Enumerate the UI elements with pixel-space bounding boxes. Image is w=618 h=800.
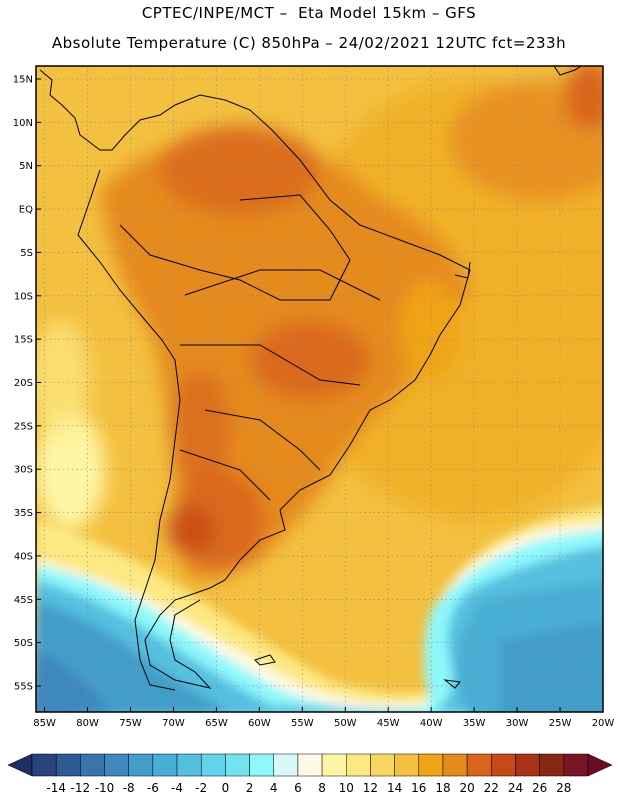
lat-tick-label: 35S: [14, 508, 33, 519]
lon-tick-label: 40W: [420, 718, 443, 729]
colorbar-label: 14: [387, 781, 402, 795]
lat-tick-label: 5S: [20, 248, 33, 259]
lon-tick-label: 20W: [592, 718, 615, 729]
colorbar-swatch: [394, 753, 420, 777]
lon-tick-label: 65W: [205, 718, 228, 729]
colorbar-label: 2: [246, 781, 254, 795]
colorbar-label: 0: [222, 781, 230, 795]
colorbar-swatch: [225, 753, 250, 777]
colorbar-swatch: [200, 753, 226, 777]
colorbar-label: 26: [532, 781, 547, 795]
colorbar-label: -6: [147, 781, 159, 795]
colorbar: -14 -12 -10 -8 -6 -4 -2 0 2 4 6 8 10 12 14 16 18 20 22 24 26…: [7, 753, 613, 795]
lat-tick-label: 30S: [14, 465, 33, 476]
lat-tick-label: 40S: [14, 551, 33, 562]
colorbar-swatch: [418, 753, 444, 777]
colorbar-labels: -14 -12 -10 -8 -6 -4 -2 0 2 4 6 8 10 12 14 16 18 20 22 24 26…: [46, 781, 571, 795]
lon-tick-label: 35W: [463, 718, 486, 729]
colorbar-swatch: [491, 753, 516, 777]
lon-tick-label: 75W: [119, 718, 142, 729]
colorbar-swatch: [273, 753, 299, 777]
lat-tick-label: 10S: [14, 291, 33, 302]
lon-tick-label: 55W: [291, 718, 314, 729]
lat-tick-label: 55S: [14, 681, 33, 692]
lat-tick-label: EQ: [19, 205, 33, 216]
lon-tick-label: 80W: [76, 718, 99, 729]
lon-tick-label: 60W: [248, 718, 271, 729]
lat-tick-label: 5N: [19, 161, 33, 172]
colorbar-label: 22: [484, 781, 499, 795]
colorbar-swatch: [515, 753, 540, 777]
colorbar-label: -2: [195, 781, 207, 795]
colorbar-swatch: [442, 753, 468, 777]
colorbar-swatch: [55, 753, 81, 777]
colorbar-swatch: [249, 753, 274, 777]
colorbar-label: -8: [123, 781, 135, 795]
colorbar-swatch: [346, 753, 371, 777]
lat-tick-label: 15S: [14, 335, 33, 346]
colorbar-label: 6: [294, 781, 302, 795]
colorbar-label: 20: [459, 781, 474, 795]
colorbar-swatch: [104, 753, 129, 777]
lat-tick-label: 25S: [14, 421, 33, 432]
lon-tick-label: 45W: [377, 718, 400, 729]
colorbar-swatch: [466, 753, 492, 777]
colorbar-swatch: [80, 753, 105, 777]
colorbar-swatch: [563, 753, 589, 777]
lon-tick-label: 30W: [506, 718, 529, 729]
axis-ticks: 15N 10N 5N EQ 5S 10S 15S 20S 25S 30S 35S 40S 45S 50S 5…: [13, 75, 615, 729]
colorbar-swatch: [370, 753, 395, 777]
lon-tick-label: 70W: [162, 718, 185, 729]
lon-tick-label: 85W: [33, 718, 56, 729]
lon-tick-label: 50W: [334, 718, 357, 729]
colorbar-label: 18: [435, 781, 450, 795]
colorbar-label: -14: [46, 781, 66, 795]
colorbar-label: 8: [318, 781, 326, 795]
colorbar-swatch: [152, 753, 178, 777]
colorbar-label: 28: [556, 781, 571, 795]
colorbar-swatch: [321, 753, 347, 777]
colorbar-swatch: [128, 753, 154, 777]
colorbar-swatch: [31, 753, 57, 777]
colorbar-swatch: [539, 753, 565, 777]
lat-lon-grid: [36, 66, 603, 712]
colorbar-label: 10: [339, 781, 354, 795]
lat-tick-label: 45S: [14, 595, 33, 606]
colorbar-min-arrow: [7, 753, 33, 777]
chart-subtitle: Absolute Temperature (C) 850hPa – 24/02/…: [51, 34, 567, 52]
lat-tick-label: 10N: [13, 118, 33, 129]
colorbar-swatches: [7, 753, 613, 777]
coastlines: [39, 66, 582, 691]
colorbar-label: 12: [363, 781, 378, 795]
colorbar-swatch: [297, 753, 323, 777]
colorbar-label: 16: [411, 781, 426, 795]
chart-title: CPTEC/INPE/MCT – Eta Model 15km – GFS: [141, 4, 477, 22]
colorbar-label: 24: [508, 781, 523, 795]
lat-tick-label: 20S: [14, 378, 33, 389]
lat-tick-label: 15N: [13, 75, 33, 86]
colorbar-label: -4: [171, 781, 183, 795]
colorbar-swatch: [176, 753, 202, 777]
colorbar-label: -10: [95, 781, 115, 795]
colorbar-label: -12: [71, 781, 91, 795]
lat-tick-label: 50S: [14, 638, 33, 649]
colorbar-max-arrow: [587, 753, 613, 777]
colorbar-label: 4: [270, 781, 278, 795]
map-frame: [35, 65, 604, 713]
lon-tick-label: 25W: [549, 718, 572, 729]
temperature-field: [36, 66, 603, 712]
